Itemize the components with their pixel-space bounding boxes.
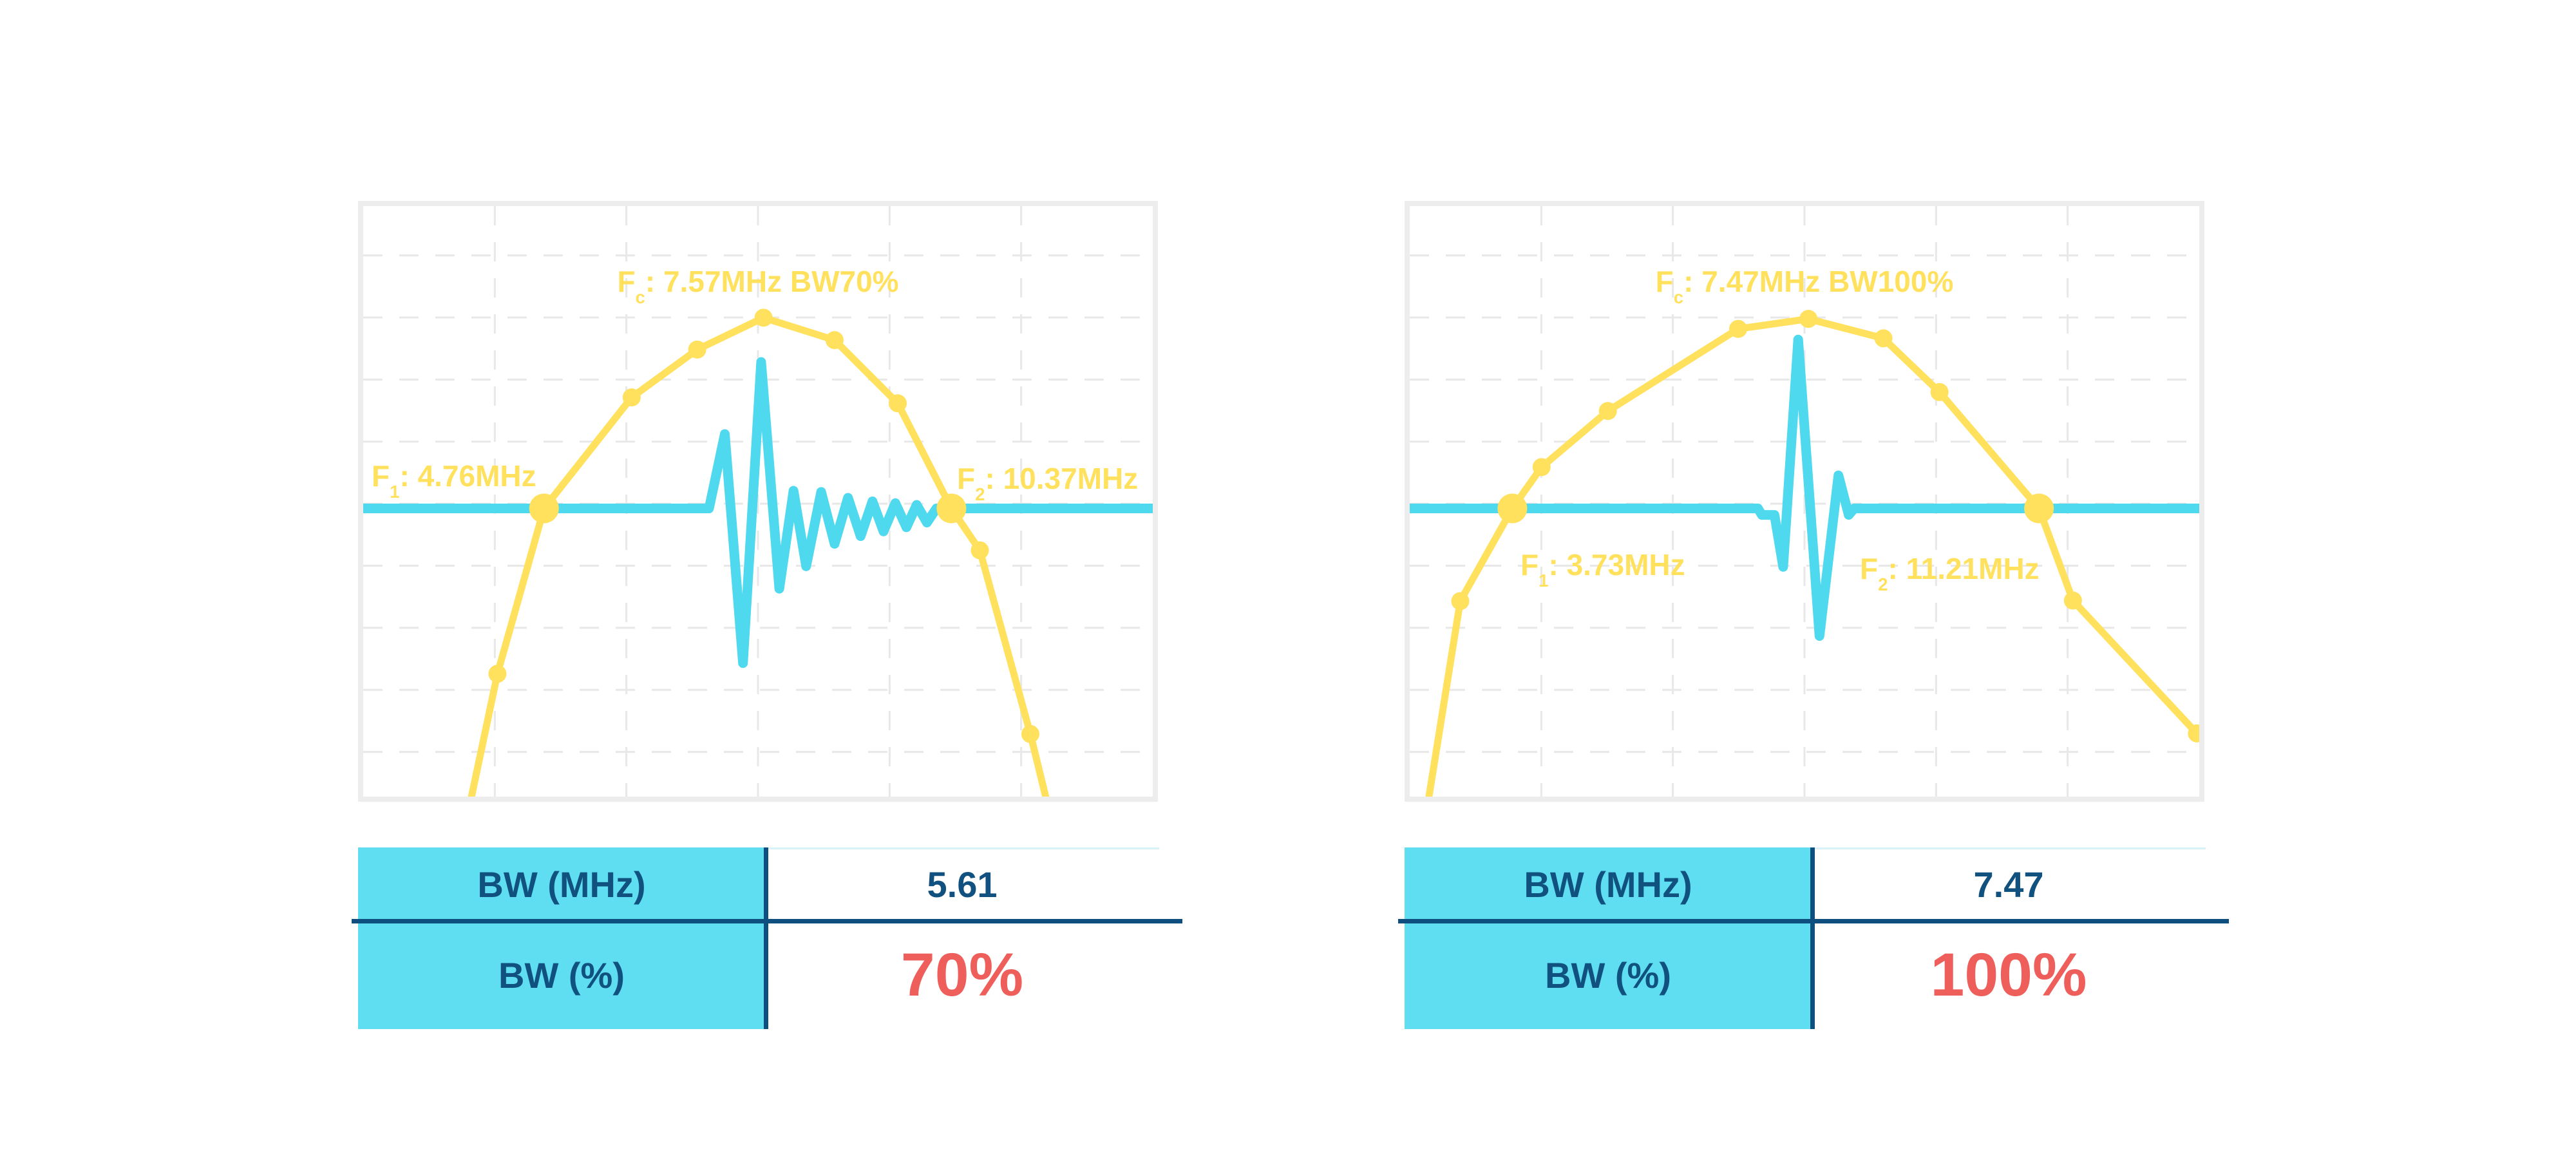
data-point-marker (1874, 329, 1893, 348)
f1-value-text: : 3.73MHz (1548, 548, 1685, 582)
f1-symbol: F (1520, 548, 1539, 582)
pulse-echo-waveform-line (363, 357, 1153, 668)
data-point-marker (825, 331, 844, 350)
table-column-divider (764, 847, 768, 1029)
f2-frequency-label: F2: 10.37MHz (957, 462, 1139, 504)
bw-mhz-value: 7.47 (1973, 864, 2044, 905)
data-point-marker (1451, 592, 1470, 610)
table-column-divider (1810, 847, 1815, 1029)
row-label-bw-percent: BW (%) (1405, 921, 1812, 1029)
f2-symbol: F (1860, 552, 1879, 585)
table-row: BW (%) 70% (358, 921, 1159, 1029)
fc-subscript: c (635, 287, 645, 307)
row-label-bw-percent: BW (%) (358, 921, 765, 1029)
data-point-marker (2188, 724, 2199, 743)
fc-subscript: c (1673, 287, 1684, 307)
spectrum-chart-bw70: Fc: 7.57MHz BW70% F1: 4.76MHz F2: 10.37M… (358, 201, 1158, 802)
frequency-spectrum-line (1425, 315, 2199, 797)
row-label-bw-mhz: BW (MHz) (1405, 847, 1812, 921)
bw-mhz-value: 5.61 (927, 864, 998, 905)
data-point-marker (622, 388, 641, 407)
frequency-spectrum-line (468, 314, 1050, 797)
data-point-marker (488, 665, 507, 683)
f1-subscript: 1 (1539, 570, 1549, 591)
data-point-marker (1021, 724, 1039, 743)
fc-symbol: F (617, 265, 636, 298)
pulse-echo-waveform-line (1410, 334, 2199, 641)
f1-subscript: 1 (390, 481, 400, 502)
table-row: BW (MHz) 5.61 (358, 847, 1159, 921)
bw-percent-value: 70% (900, 940, 1024, 1009)
bandwidth-crossing-marker (1497, 493, 1528, 524)
f1-frequency-label: F1: 4.76MHz (372, 459, 536, 501)
chart-unit-bw70: Fc: 7.57MHz BW70% F1: 4.76MHz F2: 10.37M… (352, 201, 1182, 1032)
bw-percent-value: 100% (1930, 940, 2087, 1009)
f2-subscript: 2 (1878, 574, 1888, 594)
chart-unit-bw100: Fc: 7.47MHz BW100% F1: 3.73MHz F2: 11.21… (1398, 201, 2229, 1032)
center-frequency-label: Fc: 7.57MHz BW70% (617, 265, 899, 307)
fc-symbol: F (1655, 265, 1674, 298)
bandwidth-crossing-marker (936, 493, 967, 524)
f2-value-text: : 11.21MHz (1888, 552, 2040, 585)
f2-symbol: F (957, 462, 976, 495)
chart-plot-area (1410, 206, 2199, 797)
data-point-marker (1598, 402, 1617, 421)
table-row: BW (%) 100% (1405, 921, 2206, 1029)
f1-frequency-label: F1: 3.73MHz (1520, 548, 1685, 590)
row-label-bw-mhz: BW (MHz) (358, 847, 765, 921)
data-point-marker (2063, 591, 2082, 610)
bandwidth-table-bw100: BW (MHz) 7.47 BW (%) 100% (1398, 847, 2229, 1029)
data-point-marker (1930, 383, 1949, 401)
spectrum-chart-bw100: Fc: 7.47MHz BW100% F1: 3.73MHz F2: 11.21… (1405, 201, 2204, 802)
bandwidth-table-bw70: BW (MHz) 5.61 BW (%) 70% (352, 847, 1182, 1029)
data-point-marker (1532, 458, 1551, 477)
table-row: BW (MHz) 7.47 (1405, 847, 2206, 921)
center-frequency-label: Fc: 7.47MHz BW100% (1655, 265, 1954, 307)
f2-subscript: 2 (975, 484, 985, 504)
fc-value-text: : 7.57MHz BW70% (645, 265, 899, 298)
f1-value-text: : 4.76MHz (399, 459, 536, 493)
f2-frequency-label: F2: 11.21MHz (1860, 552, 2040, 594)
data-point-marker (754, 308, 773, 327)
table-top-border (1812, 847, 2206, 849)
bandwidth-crossing-marker (529, 493, 559, 524)
chart-plot-area (363, 206, 1153, 797)
bandwidth-crossing-marker (2024, 493, 2054, 524)
fc-value-text: : 7.47MHz BW100% (1683, 265, 1954, 298)
table-top-border (765, 847, 1159, 849)
data-point-marker (889, 394, 907, 413)
data-point-marker (971, 541, 989, 560)
f2-value-text: : 10.37MHz (985, 462, 1139, 495)
data-point-marker (1799, 310, 1818, 328)
f1-symbol: F (372, 459, 390, 493)
data-point-marker (688, 340, 706, 359)
data-point-marker (1729, 319, 1748, 338)
